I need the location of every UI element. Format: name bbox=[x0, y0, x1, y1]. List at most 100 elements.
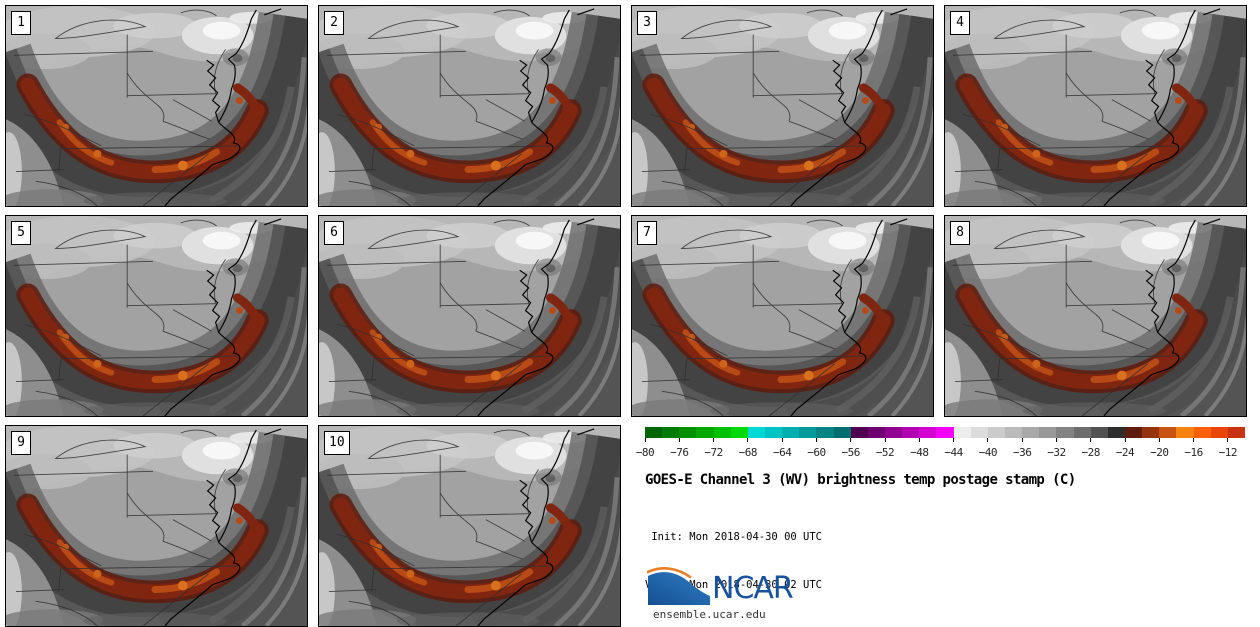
ncar-swoosh-icon bbox=[647, 567, 710, 605]
colorbar-segment bbox=[730, 427, 748, 438]
ncar-logo-text: NCAR bbox=[712, 571, 794, 606]
colorbar-tick-mark bbox=[918, 438, 920, 442]
colorbar-tick-label: −44 bbox=[944, 446, 963, 459]
map-panel-7: 7 bbox=[631, 215, 934, 417]
colorbar-tick-label: −36 bbox=[1012, 446, 1032, 459]
colorbar-tick-label: −68 bbox=[738, 446, 758, 459]
colorbar-tick-label: −32 bbox=[1047, 446, 1066, 459]
colorbar-segment bbox=[867, 427, 885, 438]
panel-number-label: 8 bbox=[950, 221, 970, 245]
colorbar-tick-mark bbox=[815, 438, 817, 442]
map-panel-3: 3 bbox=[631, 5, 934, 207]
colorbar-tick-label: −56 bbox=[841, 446, 861, 459]
map-panel-10: 10 bbox=[318, 425, 621, 627]
colorbar-segment bbox=[1210, 427, 1228, 438]
colorbar-tick-label: −48 bbox=[910, 446, 929, 459]
colorbar-segment bbox=[970, 427, 988, 438]
colorbar-segment bbox=[1056, 427, 1074, 438]
colorbar-segment bbox=[799, 427, 817, 438]
colorbar-tick-mark bbox=[987, 438, 989, 442]
colorbar-segment bbox=[696, 427, 714, 438]
colorbar-segment bbox=[1193, 427, 1211, 438]
colorbar-segment bbox=[645, 427, 663, 438]
colorbar-tick-mark bbox=[1124, 438, 1126, 442]
colorbar-segment bbox=[1073, 427, 1091, 438]
colorbar-segment bbox=[1107, 427, 1125, 438]
figure-info-block: −80 −76 −72 −68 −64 −60 −56 −52 −48 −44 −40 −36 −32 −… bbox=[636, 427, 1255, 627]
map-panel-6: 6 bbox=[318, 215, 621, 417]
colorbar-tick-mark bbox=[713, 438, 715, 442]
wv-brightness-temp-map bbox=[6, 426, 307, 626]
map-panel-8: 8 bbox=[944, 215, 1247, 417]
colorbar-segment bbox=[679, 427, 697, 438]
colorbar-tick-mark bbox=[1227, 438, 1229, 442]
wv-brightness-temp-map bbox=[6, 216, 307, 416]
colorbar-tick-mark bbox=[884, 438, 886, 442]
colorbar-segment bbox=[850, 427, 868, 438]
colorbar-segment bbox=[1159, 427, 1177, 438]
colorbar-tick-mark bbox=[781, 438, 783, 442]
colorbar-tick-label: −64 bbox=[772, 446, 792, 459]
map-panel-1: 1 bbox=[5, 5, 308, 207]
colorbar-tick-label: −24 bbox=[1115, 446, 1135, 459]
ncar-logo: NCAR ensemble.ucar.edu bbox=[647, 566, 794, 621]
colorbar-segment bbox=[953, 427, 971, 438]
panel-number-label: 3 bbox=[637, 11, 657, 35]
colorbar-tick-label: −16 bbox=[1184, 446, 1203, 459]
wv-brightness-temp-map bbox=[632, 6, 933, 206]
colorbar-segment bbox=[764, 427, 783, 438]
colorbar-segment bbox=[919, 427, 937, 438]
colorbar-tick-mark bbox=[953, 438, 955, 442]
wv-brightness-temp-map bbox=[632, 216, 933, 416]
colorbar-segment bbox=[902, 427, 920, 438]
colorbar-segment bbox=[987, 427, 1005, 438]
panel-number-label: 10 bbox=[324, 431, 350, 455]
colorbar-tick-label: −72 bbox=[704, 446, 723, 459]
colorbar-segment bbox=[884, 427, 903, 438]
colorbar-tick-mark bbox=[678, 438, 680, 442]
colorbar-tick-label: −28 bbox=[1081, 446, 1101, 459]
figure-title: GOES-E Channel 3 (WV) brightness temp po… bbox=[645, 472, 1076, 488]
map-panel-2: 2 bbox=[318, 5, 621, 207]
colorbar-segment bbox=[1090, 427, 1108, 438]
colorbar-tick-mark bbox=[1055, 438, 1057, 442]
colorbar-segment bbox=[1124, 427, 1143, 438]
colorbar-segment bbox=[816, 427, 834, 438]
map-panel-5: 5 bbox=[5, 215, 308, 417]
panel-number-label: 2 bbox=[324, 11, 344, 35]
colorbar-tick-mark bbox=[850, 438, 852, 442]
wv-brightness-temp-map bbox=[945, 6, 1246, 206]
colorbar-tick-mark bbox=[644, 438, 646, 442]
colorbar-segment bbox=[1142, 427, 1160, 438]
colorbar-segment bbox=[1022, 427, 1040, 438]
colorbar bbox=[645, 427, 1245, 438]
wv-brightness-temp-map bbox=[945, 216, 1246, 416]
wv-brightness-temp-map bbox=[319, 6, 620, 206]
panel-number-label: 7 bbox=[637, 221, 657, 245]
colorbar-segment bbox=[936, 427, 954, 438]
colorbar-axis: −80 −76 −72 −68 −64 −60 −56 −52 −48 −44 −40 −36 −32 −… bbox=[636, 438, 1245, 466]
colorbar-segment bbox=[1004, 427, 1023, 438]
panel-number-label: 4 bbox=[950, 11, 970, 35]
colorbar-tick-label: −60 bbox=[807, 446, 826, 459]
colorbar-segment bbox=[713, 427, 731, 438]
colorbar-tick-label: −80 bbox=[635, 446, 655, 459]
colorbar-tick-label: −52 bbox=[875, 446, 895, 459]
colorbar-segment bbox=[1176, 427, 1194, 438]
colorbar-tick-mark bbox=[1090, 438, 1092, 442]
colorbar-tick-mark bbox=[1021, 438, 1023, 442]
colorbar-segment bbox=[1039, 427, 1057, 438]
map-panel-4: 4 bbox=[944, 5, 1247, 207]
wv-brightness-temp-map bbox=[319, 426, 620, 626]
panel-number-label: 6 bbox=[324, 221, 344, 245]
ensemble-url: ensemble.ucar.edu bbox=[653, 608, 766, 621]
colorbar-tick-mark bbox=[1193, 438, 1195, 442]
colorbar-segment bbox=[782, 427, 800, 438]
colorbar-segment bbox=[662, 427, 680, 438]
panel-number-label: 5 bbox=[11, 221, 31, 245]
colorbar-tick-label: −76 bbox=[670, 446, 689, 459]
colorbar-segment bbox=[747, 427, 765, 438]
colorbar-tick-mark bbox=[1158, 438, 1160, 442]
colorbar-tick-label: −20 bbox=[1150, 446, 1169, 459]
